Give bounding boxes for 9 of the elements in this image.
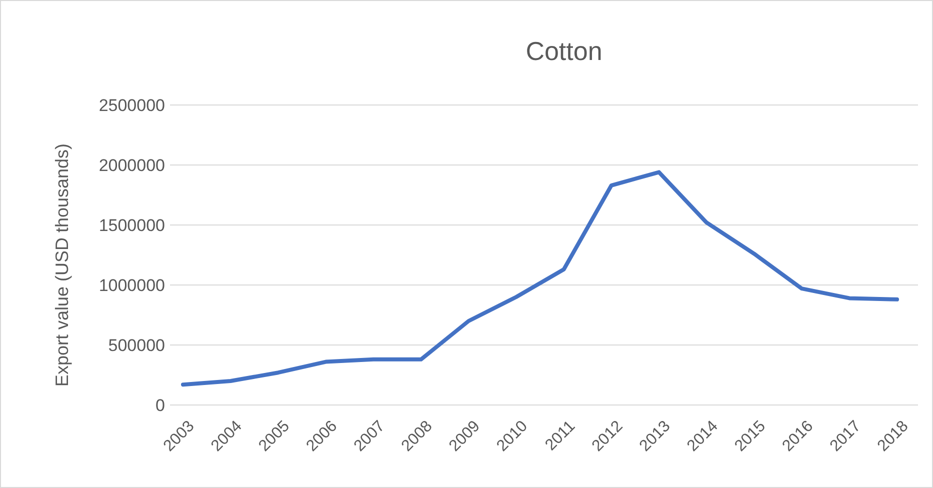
y-tick-label: 2500000	[98, 96, 165, 115]
y-tick-label: 1500000	[98, 216, 165, 235]
y-tick-label: 2000000	[98, 156, 165, 175]
y-tick-label: 1000000	[98, 276, 165, 295]
y-axis-title: Export value (USD thousands)	[52, 143, 72, 387]
y-tick-label: 0	[156, 396, 165, 415]
y-tick-label: 500000	[108, 336, 165, 355]
chart-title: Cotton	[526, 36, 602, 66]
line-series	[181, 170, 899, 387]
